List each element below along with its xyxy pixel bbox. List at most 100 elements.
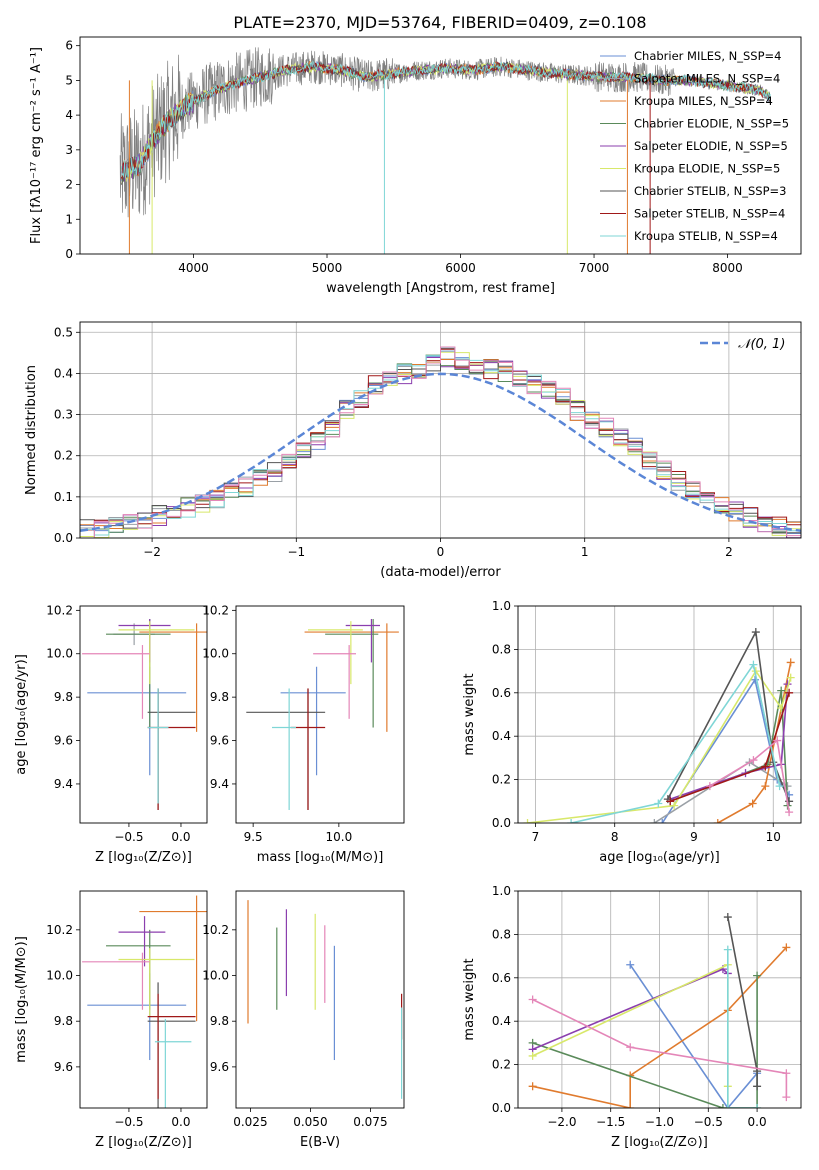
histogram-pink [80, 346, 801, 538]
series-marker [761, 762, 770, 771]
series-line [717, 662, 792, 823]
errorbar-point-salpeter-stelib [290, 688, 326, 810]
y-tick-label: 0.6 [492, 686, 511, 700]
axes-frame [79, 36, 802, 255]
axes-frame [79, 605, 208, 824]
y-axis-label: mass weight [462, 958, 477, 1040]
axes-frame [517, 605, 802, 824]
x-axis-label: Z [log₁₀(Z/Z⊙)] [95, 850, 192, 865]
plot-content [246, 619, 399, 810]
series-marker [528, 1051, 537, 1060]
x-axis-label: mass [log₁₀(M/M⊙)] [257, 850, 384, 865]
x-axis-label: (data-model)/error [380, 565, 501, 580]
plot-area [80, 606, 207, 823]
series-marker [713, 819, 722, 823]
plot-content [82, 619, 207, 810]
errorbar-point-pink [82, 952, 150, 1010]
series-line [532, 998, 788, 1098]
series-marker [723, 913, 732, 922]
plot-content [247, 900, 403, 1099]
y-tick-label: 0.0 [54, 531, 73, 545]
series-line [629, 964, 758, 1108]
series-pink [528, 995, 791, 1102]
series-marker [650, 819, 659, 823]
series-marker [705, 782, 714, 791]
y-tick-label: 10.0 [202, 647, 229, 661]
series-marker [567, 819, 576, 823]
y-tick-label: 1 [65, 212, 73, 226]
x-tick-label: 0.0 [171, 1115, 190, 1129]
plot-area [80, 37, 801, 254]
y-tick-label: 9.8 [54, 690, 73, 704]
series-marker [782, 943, 791, 952]
x-tick-label: 10 [766, 830, 781, 844]
series-line [570, 662, 781, 823]
y-axis-label: Flux [fλ10⁻¹⁷ erg cm⁻² s⁻¹ A⁻¹] [29, 47, 44, 244]
x-tick-label: 8000 [712, 261, 743, 275]
y-tick-label: 10.0 [46, 647, 73, 661]
x-tick-label: −0.5 [694, 1115, 723, 1129]
legend-label: Chabrier STELIB, N_SSP=3 [634, 184, 786, 198]
errorbar-point-pink [313, 645, 356, 719]
x-tick-label: 6000 [445, 261, 476, 275]
y-tick-label: 9.8 [210, 1014, 229, 1028]
errorbar-point-chabrier-elodie [325, 619, 379, 728]
x-axis-label: age [log₁₀(age/yr)] [599, 850, 720, 865]
x-tick-label: −1.0 [645, 1115, 674, 1129]
x-tick-label: 0.050 [293, 1115, 327, 1129]
y-tick-label: 0.6 [492, 971, 511, 985]
x-tick-label: 0 [437, 545, 445, 559]
y-tick-label: 4 [65, 108, 73, 122]
legend-label: Chabrier MILES, N_SSP=4 [634, 49, 781, 63]
series-marker [753, 1104, 762, 1108]
x-tick-label: −2 [143, 545, 161, 559]
y-tick-label: 9.4 [54, 777, 73, 791]
series-marker [723, 1104, 732, 1108]
series-kroupa-stelib [723, 945, 762, 1108]
x-tick-label: 0.025 [233, 1115, 267, 1129]
errorbar-point-kroupa-elodie [308, 621, 363, 685]
y-tick-label: 0.2 [492, 1058, 511, 1072]
y-axis-label: mass [log₁₀(M/M⊙)] [14, 936, 29, 1063]
spectrum-panel: 4000 5000 6000 7000 8000 0 1 2 3 4 5 6 wavelength [A… [29, 36, 802, 296]
plot-content [528, 913, 791, 1108]
series-marker [528, 1082, 537, 1091]
series-marker [658, 819, 667, 823]
series-marker [654, 799, 663, 808]
errorbar-point-kroupa-stelib [272, 688, 296, 810]
errorbar-point-kroupa-miles [139, 895, 207, 1022]
series-line [667, 629, 790, 802]
legend-label: Salpeter ELODIE, N_SSP=5 [634, 139, 788, 153]
series-marker [782, 1069, 791, 1078]
gaussian-curve [80, 372, 801, 533]
axes-frame [235, 890, 405, 1109]
mass-weight-vs-metallicity-panel: −2.0 −1.5 −1.0 −0.5 0.0 0.0 0.2 0.4 0.6 0.8 1.0 Z [… [462, 884, 802, 1150]
x-tick-label: 9 [690, 830, 698, 844]
x-tick-label: 10.0 [325, 830, 352, 844]
y-tick-label: 9.8 [54, 1014, 73, 1028]
axes-frame [235, 605, 405, 824]
y-tick-label: 0 [65, 247, 73, 261]
plot-area [236, 891, 404, 1108]
x-axis-label: E(B-V) [300, 1135, 340, 1150]
x-tick-label: 0.075 [353, 1115, 387, 1129]
series-marker [523, 819, 532, 823]
x-tick-label: 8 [611, 830, 619, 844]
series-marker [626, 1104, 635, 1108]
plot-area [518, 606, 801, 823]
series-marker [626, 1043, 635, 1052]
mass-weight-vs-age-panel: 7 8 9 10 0.0 0.2 0.4 0.6 0.8 1.0 age [log₁₀(age/yr… [462, 599, 802, 865]
x-axis-label: Z [log₁₀(Z/Z⊙)] [611, 1135, 708, 1150]
errorbar-point-kroupa-stelib [147, 688, 169, 804]
series-marker [666, 797, 675, 806]
legend-label: 𝒩(0, 1) [738, 337, 785, 352]
legend-label: Kroupa ELODIE, N_SSP=5 [634, 162, 780, 176]
plot-area [236, 606, 404, 823]
x-tick-label: −1 [287, 545, 305, 559]
mass-vs-extinction-panel: 0.025 0.050 0.075 9.6 9.8 10.0 10.2 E(B-V) [202, 890, 405, 1150]
plot-content [82, 895, 207, 1108]
plot-area [80, 891, 207, 1108]
y-tick-label: 1.0 [492, 599, 511, 613]
series-marker [785, 688, 794, 697]
errorbar-point-chabrier-miles [280, 666, 346, 776]
